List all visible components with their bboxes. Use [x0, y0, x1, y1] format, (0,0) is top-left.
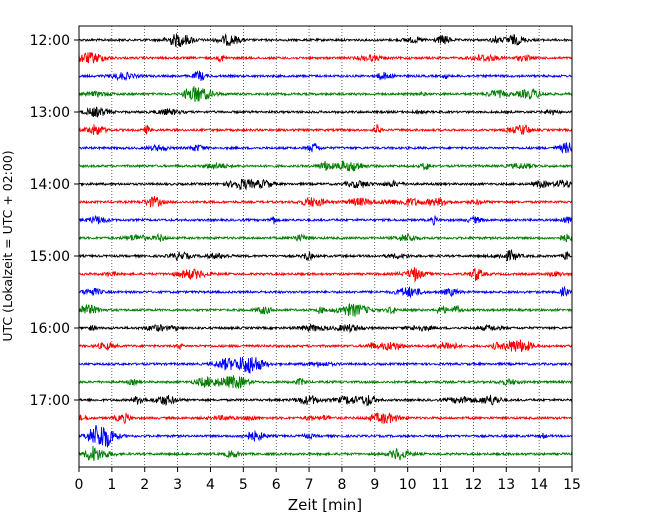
- trace-1545: [78, 303, 573, 317]
- trace-1345: [78, 160, 573, 172]
- trace-1530: [78, 285, 573, 299]
- x-axis: 0 1 2 3 4 5 6 7 8 9 10 11 12 13 14 15: [75, 467, 581, 493]
- trace-1200: [78, 33, 573, 48]
- trace-1415: [78, 195, 573, 208]
- trace-1230: [78, 70, 573, 82]
- x-tick-label: 10: [399, 477, 417, 493]
- x-tick-label: 2: [140, 477, 149, 493]
- x-axis-title: Zeit [min]: [288, 496, 362, 514]
- trace-1430: [78, 214, 573, 226]
- y-axis: 12:00 13:00 14:00 15:00 16:00 17:00: [30, 33, 79, 409]
- y-tick-label: 12:00: [30, 33, 70, 49]
- y-tick-label: 15:00: [30, 249, 70, 265]
- x-tick-label: 6: [272, 477, 281, 493]
- plot-frame: [78, 25, 573, 468]
- x-tick-label: 13: [497, 477, 515, 493]
- trace-1700: [78, 394, 573, 407]
- x-tick-label: 12: [464, 477, 482, 493]
- trace-1500: [78, 248, 573, 262]
- y-tick-label: 14:00: [30, 177, 70, 193]
- trace-1615: [78, 339, 573, 352]
- x-tick-label: 11: [432, 477, 450, 493]
- trace-1445: [78, 232, 573, 243]
- x-tick-label: 4: [206, 477, 215, 493]
- trace-1630: [78, 357, 573, 374]
- trace-1715: [78, 412, 573, 425]
- y-axis-title: UTC (Lokalzeit = UTC + 02:00): [0, 150, 15, 341]
- x-tick-label: 7: [305, 477, 314, 493]
- y-tick-label: 13:00: [30, 105, 70, 121]
- x-tick-label: 15: [563, 477, 581, 493]
- trace-1400: [78, 178, 573, 191]
- x-tick-label: 8: [337, 477, 346, 493]
- trace-1215: [78, 51, 573, 64]
- plot-background: [79, 26, 572, 467]
- y-tick-label: 16:00: [30, 321, 70, 337]
- x-tick-label: 0: [75, 477, 84, 493]
- x-tick-label: 14: [530, 477, 548, 493]
- y-tick-label: 17:00: [30, 393, 70, 409]
- x-tick-label: 9: [370, 477, 379, 493]
- trace-1315: [78, 124, 573, 136]
- trace-1645: [78, 375, 573, 390]
- trace-1730: [78, 424, 573, 448]
- x-tick-label: 3: [173, 477, 182, 493]
- seismic-traces: [78, 33, 573, 462]
- trace-1245: [78, 86, 573, 102]
- x-tick-label: 5: [239, 477, 248, 493]
- trace-1515: [78, 267, 573, 283]
- trace-1330: [79, 142, 573, 154]
- trace-1300: [78, 106, 573, 118]
- trace-1745: [78, 445, 573, 462]
- trace-1600: [78, 323, 573, 334]
- x-tick-label: 1: [107, 477, 116, 493]
